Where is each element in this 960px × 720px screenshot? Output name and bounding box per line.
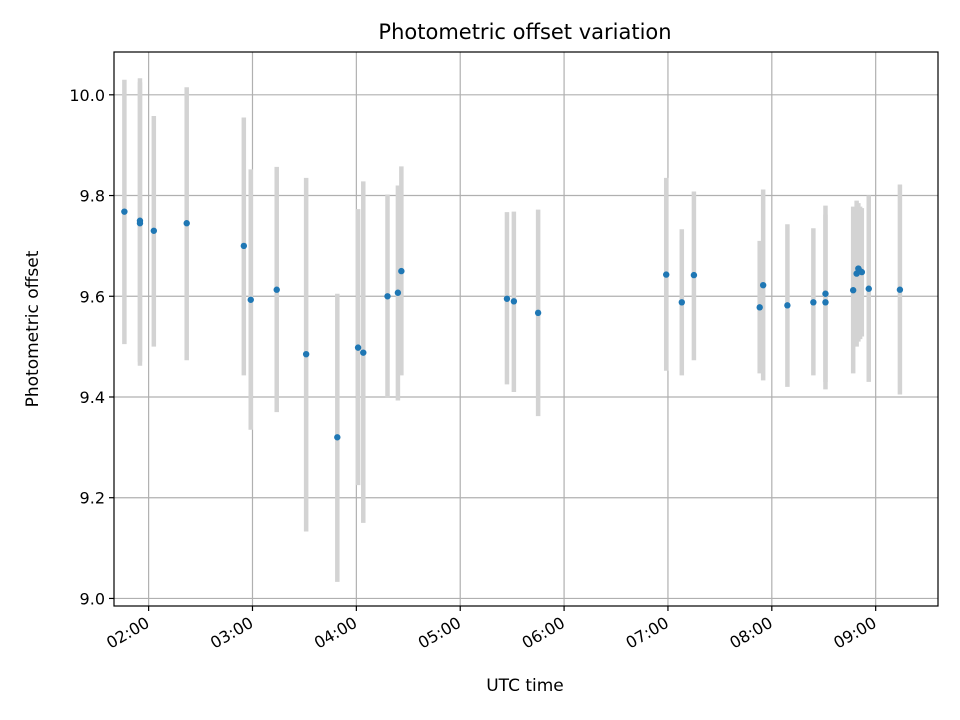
data-point xyxy=(302,350,310,358)
x-tick-label: 09:00 xyxy=(830,613,879,653)
data-point xyxy=(334,434,341,441)
data-point xyxy=(784,302,791,309)
data-point xyxy=(678,299,685,306)
data-point xyxy=(759,281,767,289)
data-point xyxy=(384,293,391,300)
data-point xyxy=(896,286,904,293)
data-point xyxy=(273,286,280,293)
y-tick-label: 9.2 xyxy=(80,489,105,508)
x-tick-label: 03:00 xyxy=(207,613,256,653)
x-tick-label: 04:00 xyxy=(311,613,360,653)
data-point xyxy=(510,298,518,305)
data-point xyxy=(240,242,248,250)
y-axis: 9.0 9.2 9.4 9.6 9.8 10.0 xyxy=(69,86,114,608)
data-point xyxy=(849,287,857,294)
x-tick-label: 07:00 xyxy=(623,613,672,653)
data-point xyxy=(810,299,817,306)
data-point xyxy=(394,289,402,296)
data-point xyxy=(360,349,367,356)
data-point xyxy=(183,220,190,227)
data-point xyxy=(121,208,128,215)
plot-frame xyxy=(113,51,939,607)
errorbar-layer xyxy=(122,78,903,582)
y-tick-label: 9.0 xyxy=(80,589,105,608)
y-tick-label: 9.6 xyxy=(80,287,105,306)
x-tick-label: 06:00 xyxy=(519,613,568,653)
y-tick-label: 9.8 xyxy=(80,187,105,206)
x-tick-label: 08:00 xyxy=(726,613,775,653)
x-tick-label: 02:00 xyxy=(103,613,152,653)
x-axis-label: UTC time xyxy=(486,676,564,696)
chart-title: Photometric offset variation xyxy=(378,20,671,44)
data-point xyxy=(136,220,144,227)
x-axis: 02:00 03:00 04:00 05:00 06:00 07:00 08:00 09:00 xyxy=(103,606,880,653)
x-tick-label: 05:00 xyxy=(415,613,464,653)
data-point xyxy=(822,290,829,297)
data-point xyxy=(663,271,670,278)
data-point xyxy=(690,271,698,279)
data-point xyxy=(534,309,542,317)
data-point xyxy=(247,296,254,303)
data-point xyxy=(354,344,362,351)
y-tick-label: 9.4 xyxy=(80,388,105,407)
data-point xyxy=(503,295,511,302)
y-axis-label: Photometric offset xyxy=(23,250,43,407)
data-point xyxy=(865,285,872,292)
y-tick-label: 10.0 xyxy=(69,86,105,105)
data-point xyxy=(756,304,763,311)
data-point xyxy=(858,268,866,276)
data-point xyxy=(398,267,405,275)
marker-layer xyxy=(121,208,904,441)
data-point xyxy=(822,299,829,306)
data-point xyxy=(150,227,158,234)
